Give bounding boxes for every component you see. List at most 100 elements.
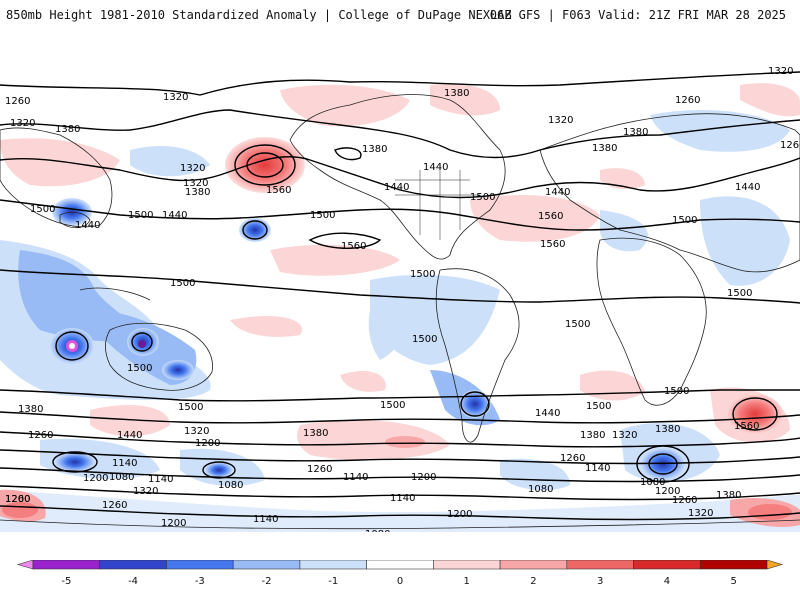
colorbar-tick-label: 1 bbox=[463, 576, 470, 587]
contour-label: 1080 bbox=[365, 529, 390, 532]
contour-label: 1320 bbox=[180, 163, 205, 174]
contour-label: 1380 bbox=[185, 187, 210, 198]
header: 850mb Height 1981-2010 Standardized Anom… bbox=[0, 0, 800, 30]
contour-label: 1320 bbox=[548, 115, 573, 126]
contour-label: 1560 bbox=[538, 211, 563, 222]
height-contours bbox=[0, 71, 800, 521]
contour-label: 1500 bbox=[170, 278, 195, 289]
contour-label: 1320 bbox=[768, 66, 793, 77]
contour-label: 1440 bbox=[545, 187, 570, 198]
contour-label: 1500 bbox=[128, 210, 153, 221]
contour-label: 1560 bbox=[540, 239, 565, 250]
contour-label: 1200 bbox=[161, 518, 186, 529]
contour-labels: 1320 1260 1320 1380 1380 1320 1380 1320 … bbox=[5, 66, 800, 532]
australia-outline bbox=[105, 322, 213, 391]
colorbar-swatch bbox=[566, 559, 634, 570]
coastlines bbox=[0, 94, 800, 530]
contour-label: 1200 bbox=[447, 509, 472, 520]
colorbar-swatch bbox=[232, 559, 301, 570]
contour-label: 1200 bbox=[655, 486, 680, 497]
contour-label: 1560 bbox=[341, 241, 366, 252]
contour-label: 1380 bbox=[362, 144, 387, 155]
contour-label: 1260 bbox=[675, 95, 700, 106]
east-asia-outline bbox=[0, 127, 113, 228]
contour-label: 1500 bbox=[30, 204, 55, 215]
contour-label: 1080 bbox=[218, 480, 243, 491]
contour-label: 1380 bbox=[623, 127, 648, 138]
colorbar-swatch bbox=[166, 559, 234, 570]
colorbar-tick-label: -3 bbox=[194, 576, 205, 587]
contour-label: 1320 bbox=[612, 430, 637, 441]
map-title: 850mb Height 1981-2010 Standardized Anom… bbox=[6, 8, 512, 22]
south-america-outline bbox=[435, 268, 520, 443]
contour-label: 1140 bbox=[112, 458, 137, 469]
contour-label: 1200 bbox=[195, 438, 220, 449]
contour-label: 1260 bbox=[560, 453, 585, 464]
colorbar-tick-label: -2 bbox=[261, 576, 272, 587]
contour-label: 1200 bbox=[5, 494, 30, 505]
contour-label: 1500 bbox=[586, 401, 611, 412]
contour-label: 1320 bbox=[10, 118, 35, 129]
colorbar-swatch bbox=[499, 559, 568, 570]
contour-label: 1260 bbox=[672, 495, 697, 506]
contour-label: 1260 bbox=[5, 96, 30, 107]
contour-label: 1500 bbox=[127, 363, 152, 374]
political-borders bbox=[395, 170, 480, 240]
contour-label: 1380 bbox=[303, 428, 328, 439]
colorbar-swatch bbox=[433, 559, 501, 570]
contour-label: 1260 bbox=[307, 464, 332, 475]
contour-label: 1320 bbox=[133, 486, 158, 497]
colorbar-swatch bbox=[699, 559, 768, 570]
contour-label: 1500 bbox=[565, 319, 590, 330]
contour-label: 1320 bbox=[688, 508, 713, 519]
colorbar bbox=[0, 559, 800, 600]
japan-outline bbox=[59, 211, 91, 229]
contour-label: 1440 bbox=[384, 182, 409, 193]
contour-label: 1380 bbox=[592, 143, 617, 154]
contour-label: 1500 bbox=[672, 215, 697, 226]
contour-label: 1080 bbox=[528, 484, 553, 495]
anomaly-shading bbox=[0, 83, 800, 532]
contour-label: 1140 bbox=[343, 472, 368, 483]
colorbar-swatch bbox=[32, 559, 101, 570]
colorbar-swatch bbox=[366, 559, 434, 570]
contour-label: 1500 bbox=[664, 386, 689, 397]
contour-label: 1140 bbox=[148, 474, 173, 485]
contour-label: 1440 bbox=[75, 220, 100, 231]
contour-label: 1080 bbox=[640, 477, 665, 488]
contour-label: 1380 bbox=[655, 424, 680, 435]
contour-label: 1380 bbox=[580, 430, 605, 441]
contour-label: 1500 bbox=[178, 402, 203, 413]
contour-label: 1500 bbox=[380, 400, 405, 411]
contour-label: 1500 bbox=[412, 334, 437, 345]
contour-label: 1500 bbox=[470, 192, 495, 203]
contour-label: 1320 bbox=[183, 178, 208, 189]
colorbar-swatches bbox=[16, 559, 784, 570]
colorbar-min-cap bbox=[16, 559, 34, 570]
contour-label: 1140 bbox=[390, 493, 415, 504]
colorbar-tick-label: 4 bbox=[663, 576, 671, 587]
contour-label: 1380 bbox=[55, 124, 80, 135]
contour-label: 1560 bbox=[266, 185, 291, 196]
contour-label: 1440 bbox=[735, 182, 760, 193]
run-info: 06Z GFS | F063 Valid: 21Z FRI MAR 28 202… bbox=[489, 8, 786, 22]
africa-outline bbox=[596, 237, 707, 406]
contour-label: 1320 bbox=[184, 426, 209, 437]
colorbar-swatch bbox=[99, 559, 167, 570]
contour-label: 1080 bbox=[109, 472, 134, 483]
colorbar-tick-label: 3 bbox=[596, 576, 604, 587]
anomaly-map: 1320 1260 1320 1380 1380 1320 1380 1320 … bbox=[0, 40, 800, 532]
contour-label: 1260 bbox=[780, 140, 800, 151]
indonesia-outline bbox=[79, 287, 151, 301]
contour-label: 1440 bbox=[535, 408, 560, 419]
contour-label: 1440 bbox=[423, 162, 448, 173]
contour-label: 1440 bbox=[162, 210, 187, 221]
colorbar-tick-label: 0 bbox=[396, 576, 404, 587]
contour-label: 1380 bbox=[716, 490, 741, 501]
contour-label: 1500 bbox=[410, 269, 435, 280]
contour-label: 1500 bbox=[727, 288, 752, 299]
contour-label: 1200 bbox=[83, 473, 108, 484]
antarctica-outline bbox=[0, 519, 800, 530]
eurasia-outline bbox=[539, 113, 800, 273]
contour-label: 1560 bbox=[734, 421, 759, 432]
